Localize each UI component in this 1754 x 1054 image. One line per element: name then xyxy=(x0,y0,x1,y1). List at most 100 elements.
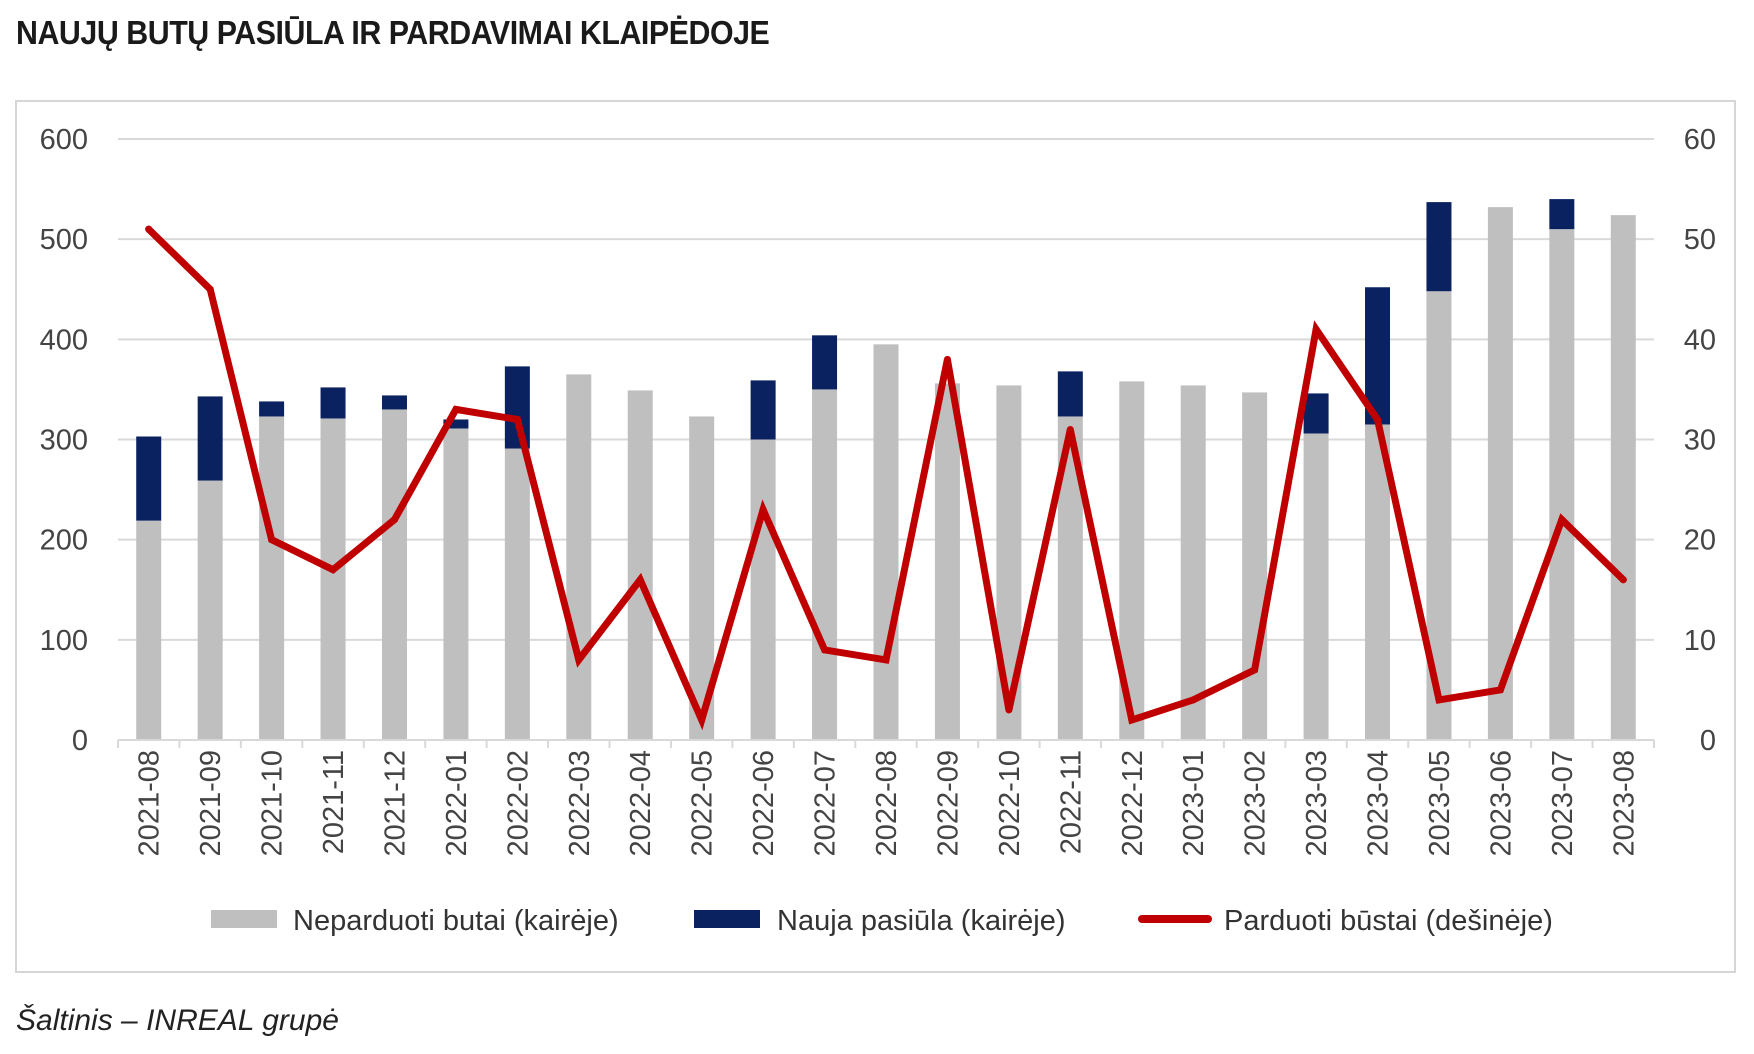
bar-unsold xyxy=(627,390,653,740)
x-tick-label: 2022-05 xyxy=(687,750,719,856)
y-right-tick-label: 50 xyxy=(1684,224,1716,256)
y-axis-right: 0 10 20 30 40 50 60 xyxy=(1684,124,1716,757)
x-tick-label: 2023-04 xyxy=(1363,750,1395,856)
bar-new-supply xyxy=(1549,199,1575,230)
line-point-sold xyxy=(1435,696,1443,704)
x-tick-label: 2022-10 xyxy=(994,750,1026,856)
bar-new-supply xyxy=(1057,371,1083,417)
x-tick-label: 2023-06 xyxy=(1485,750,1517,856)
bar-unsold xyxy=(259,416,285,740)
bars xyxy=(136,199,1636,741)
bar-new-supply xyxy=(443,419,469,429)
y-axis-left: 0 100 200 300 400 500 600 xyxy=(40,124,88,757)
y-right-tick-label: 20 xyxy=(1684,525,1716,557)
x-tick-label: 2023-02 xyxy=(1240,750,1272,856)
line-point-sold xyxy=(1128,716,1136,724)
bar-unsold xyxy=(320,418,346,740)
bar-unsold xyxy=(443,428,469,740)
x-tick-label: 2022-09 xyxy=(932,750,964,856)
x-tick-label: 2022-02 xyxy=(502,750,534,856)
line-point-sold xyxy=(268,536,276,544)
x-tick-label: 2021-11 xyxy=(318,750,350,854)
x-tick-label: 2023-01 xyxy=(1178,750,1210,856)
line-point-sold xyxy=(1496,686,1504,694)
line-point-sold xyxy=(1251,666,1259,674)
x-tick-label: 2022-03 xyxy=(564,750,596,856)
bar-unsold xyxy=(1365,424,1391,740)
bar-unsold xyxy=(812,389,838,740)
bar-unsold xyxy=(1610,215,1636,741)
chart-title: NAUJŲ BUTŲ PASIŪLA IR PARDAVIMAI KLAIPĖD… xyxy=(16,14,770,51)
x-tick-label: 2022-06 xyxy=(748,750,780,856)
x-tick-label: 2022-07 xyxy=(810,750,842,856)
line-point-sold xyxy=(145,225,153,233)
y-right-tick-label: 30 xyxy=(1684,425,1716,457)
y-left-tick-label: 600 xyxy=(40,124,88,156)
x-tick-label: 2021-09 xyxy=(195,750,227,856)
bar-unsold xyxy=(1487,207,1513,740)
y-right-tick-label: 0 xyxy=(1700,725,1716,757)
y-left-tick-label: 0 xyxy=(72,725,88,757)
bar-new-supply xyxy=(750,380,776,440)
bar-unsold xyxy=(136,520,162,740)
x-tick-label: 2021-08 xyxy=(134,750,166,856)
line-point-sold xyxy=(1312,325,1320,333)
legend-label-sold: Parduoti būstai (dešinėje) xyxy=(1224,905,1553,937)
bar-unsold xyxy=(381,409,407,740)
x-tick-label: 2023-08 xyxy=(1608,750,1640,856)
bar-unsold xyxy=(934,383,960,740)
bar-new-supply xyxy=(1426,202,1452,292)
line-point-sold xyxy=(882,656,890,664)
line-point-sold xyxy=(1189,696,1197,704)
chart: 0 100 200 300 400 500 600 0 10 20 30 40 50 60 2021-0… xyxy=(40,124,1716,937)
bar-unsold xyxy=(566,374,592,740)
bar-unsold xyxy=(504,448,530,740)
x-tick-label: 2022-04 xyxy=(625,750,657,856)
line-point-sold xyxy=(759,506,767,514)
line-point-sold xyxy=(698,716,706,724)
bar-unsold xyxy=(1242,392,1268,740)
bar-new-supply xyxy=(320,387,346,419)
x-tick-label: 2023-07 xyxy=(1547,750,1579,856)
bar-new-supply xyxy=(504,366,530,449)
legend-swatch-unsold xyxy=(211,910,277,928)
bar-unsold xyxy=(197,480,223,740)
line-point-sold xyxy=(943,355,951,363)
legend-label-unsold: Neparduoti butai (kairėje) xyxy=(293,905,619,937)
legend-label-new-supply: Nauja pasiūla (kairėje) xyxy=(777,905,1066,937)
line-point-sold xyxy=(636,576,644,584)
chart-frame xyxy=(15,100,1736,973)
x-tick-label: 2021-12 xyxy=(379,750,411,856)
x-tick-label: 2022-12 xyxy=(1117,750,1149,856)
y-left-tick-label: 100 xyxy=(40,625,88,657)
bar-new-supply xyxy=(381,395,407,410)
line-point-sold xyxy=(513,415,521,423)
bar-unsold xyxy=(1180,385,1206,740)
x-axis: 2021-08 2021-09 2021-10 2021-11 2021-12 2022-… xyxy=(117,739,1655,856)
line-point-sold xyxy=(1066,425,1074,433)
legend-swatch-new-supply xyxy=(694,910,760,928)
y-right-tick-label: 60 xyxy=(1684,124,1716,156)
line-point-sold xyxy=(206,285,214,293)
bar-unsold xyxy=(750,439,776,740)
bar-new-supply xyxy=(1303,393,1329,434)
x-tick-label: 2022-11 xyxy=(1055,750,1087,854)
bar-unsold xyxy=(873,344,899,740)
y-left-tick-label: 400 xyxy=(40,324,88,356)
x-tick-label: 2022-01 xyxy=(441,750,473,856)
x-tick-label: 2022-08 xyxy=(871,750,903,856)
bar-new-supply xyxy=(197,396,223,481)
bar-new-supply xyxy=(259,401,285,417)
bar-new-supply xyxy=(812,335,838,390)
bar-unsold xyxy=(1303,433,1329,740)
line-point-sold xyxy=(821,646,829,654)
source-note: Šaltinis – INREAL grupė xyxy=(16,1004,339,1037)
x-tick-label: 2023-05 xyxy=(1424,750,1456,856)
x-tick-label: 2023-03 xyxy=(1301,750,1333,856)
y-right-tick-label: 10 xyxy=(1684,625,1716,657)
line-point-sold xyxy=(390,516,398,524)
line-point-sold xyxy=(1619,576,1627,584)
bar-new-supply xyxy=(136,436,162,521)
x-tick-label: 2021-10 xyxy=(257,750,289,856)
line-point-sold xyxy=(1374,415,1382,423)
